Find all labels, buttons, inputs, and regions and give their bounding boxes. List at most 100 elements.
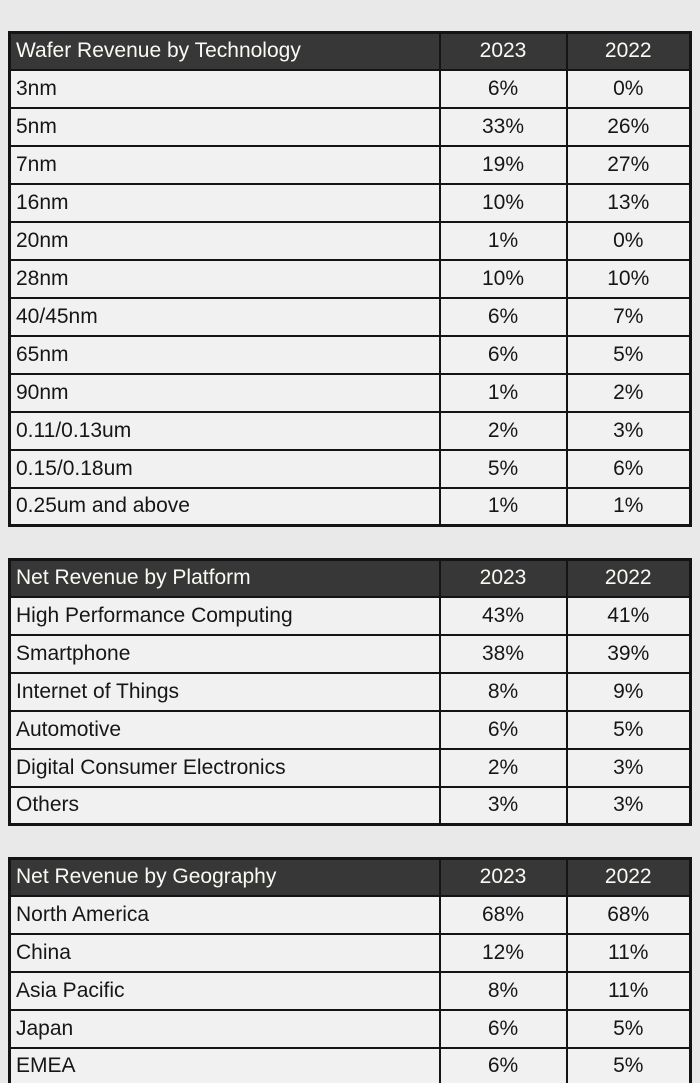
column-header-2023: 2023 [438,558,568,598]
row-label: Digital Consumer Electronics [8,747,441,788]
row-value-2022: 7% [565,296,692,337]
row-value-2022: 3% [565,785,692,826]
table-row: 90nm 1% 2% [8,372,692,413]
row-value-2023: 33% [438,106,568,147]
row-value-2023: 19% [438,144,568,185]
row-label: North America [8,894,441,935]
row-label: 16nm [8,182,441,223]
row-value-2022: 6% [565,448,692,489]
row-value-2022: 0% [565,68,692,109]
table-row: 28nm 10% 10% [8,258,692,299]
row-value-2022: 41% [565,595,692,636]
row-label: High Performance Computing [8,595,441,636]
table-row: 40/45nm 6% 7% [8,296,692,337]
row-value-2023: 6% [438,1046,568,1083]
row-value-2023: 3% [438,785,568,826]
row-label: Japan [8,1008,441,1049]
row-label: 7nm [8,144,441,185]
row-value-2022: 5% [565,1008,692,1049]
row-value-2022: 11% [565,970,692,1011]
row-label: Others [8,785,441,826]
table-row: 5nm 33% 26% [8,106,692,147]
row-value-2023: 2% [438,747,568,788]
table-header: Net Revenue by Platform 2023 2022 [8,558,692,598]
table-header-row: Net Revenue by Geography 2023 2022 [8,857,692,897]
table-row: North America 68% 68% [8,894,692,935]
row-value-2022: 39% [565,633,692,674]
table-title: Wafer Revenue by Technology [8,31,441,71]
row-label: 3nm [8,68,441,109]
row-value-2022: 3% [565,747,692,788]
table-body: 3nm 6% 0% 5nm 33% 26% 7nm 19% 27% 16nm 1… [8,68,692,527]
row-label: Smartphone [8,633,441,674]
table-row: Others 3% 3% [8,785,692,826]
row-value-2023: 8% [438,671,568,712]
row-value-2023: 6% [438,334,568,375]
row-label: 0.11/0.13um [8,410,441,451]
row-value-2022: 5% [565,709,692,750]
row-value-2022: 26% [565,106,692,147]
table-body: High Performance Computing 43% 41% Smart… [8,595,692,826]
table-header-row: Net Revenue by Platform 2023 2022 [8,558,692,598]
table-row: 7nm 19% 27% [8,144,692,185]
row-label: 90nm [8,372,441,413]
row-value-2022: 27% [565,144,692,185]
row-label: 5nm [8,106,441,147]
table-title: Net Revenue by Platform [8,558,441,598]
table-row: China 12% 11% [8,932,692,973]
row-value-2022: 2% [565,372,692,413]
net-revenue-by-geography-table: Net Revenue by Geography 2023 2022 North… [8,857,692,1083]
table-row: Asia Pacific 8% 11% [8,970,692,1011]
table-header: Wafer Revenue by Technology 2023 2022 [8,31,692,71]
table-row: 0.25um and above 1% 1% [8,486,692,527]
row-label: 65nm [8,334,441,375]
row-value-2023: 1% [438,486,568,527]
row-label: 40/45nm [8,296,441,337]
row-value-2023: 6% [438,296,568,337]
table-row: 3nm 6% 0% [8,68,692,109]
table-row: 65nm 6% 5% [8,334,692,375]
row-value-2022: 0% [565,220,692,261]
row-label: Automotive [8,709,441,750]
row-value-2022: 10% [565,258,692,299]
row-value-2022: 5% [565,1046,692,1083]
table-row: High Performance Computing 43% 41% [8,595,692,636]
table-header-row: Wafer Revenue by Technology 2023 2022 [8,31,692,71]
table-row: Japan 6% 5% [8,1008,692,1049]
table-row: 0.15/0.18um 5% 6% [8,448,692,489]
row-value-2023: 6% [438,709,568,750]
net-revenue-by-platform-table: Net Revenue by Platform 2023 2022 High P… [8,558,692,826]
table-title: Net Revenue by Geography [8,857,441,897]
column-header-2023: 2023 [438,857,568,897]
row-value-2023: 6% [438,68,568,109]
table-row: Automotive 6% 5% [8,709,692,750]
row-value-2023: 2% [438,410,568,451]
row-value-2022: 68% [565,894,692,935]
table-row: 16nm 10% 13% [8,182,692,223]
row-value-2022: 9% [565,671,692,712]
row-value-2023: 1% [438,372,568,413]
row-label: 28nm [8,258,441,299]
column-header-2023: 2023 [438,31,568,71]
column-header-2022: 2022 [565,31,692,71]
row-value-2022: 5% [565,334,692,375]
row-label: EMEA [8,1046,441,1083]
row-value-2023: 43% [438,595,568,636]
row-value-2023: 12% [438,932,568,973]
wafer-revenue-by-technology-table: Wafer Revenue by Technology 2023 2022 3n… [8,31,692,527]
row-value-2022: 11% [565,932,692,973]
row-label: 0.15/0.18um [8,448,441,489]
column-header-2022: 2022 [565,558,692,598]
table-row: EMEA 6% 5% [8,1046,692,1083]
row-value-2023: 6% [438,1008,568,1049]
row-label: Internet of Things [8,671,441,712]
row-value-2023: 68% [438,894,568,935]
table-header: Net Revenue by Geography 2023 2022 [8,857,692,897]
row-label: 0.25um and above [8,486,441,527]
table-row: Smartphone 38% 39% [8,633,692,674]
row-label: Asia Pacific [8,970,441,1011]
row-value-2023: 10% [438,182,568,223]
column-header-2022: 2022 [565,857,692,897]
row-value-2022: 1% [565,486,692,527]
